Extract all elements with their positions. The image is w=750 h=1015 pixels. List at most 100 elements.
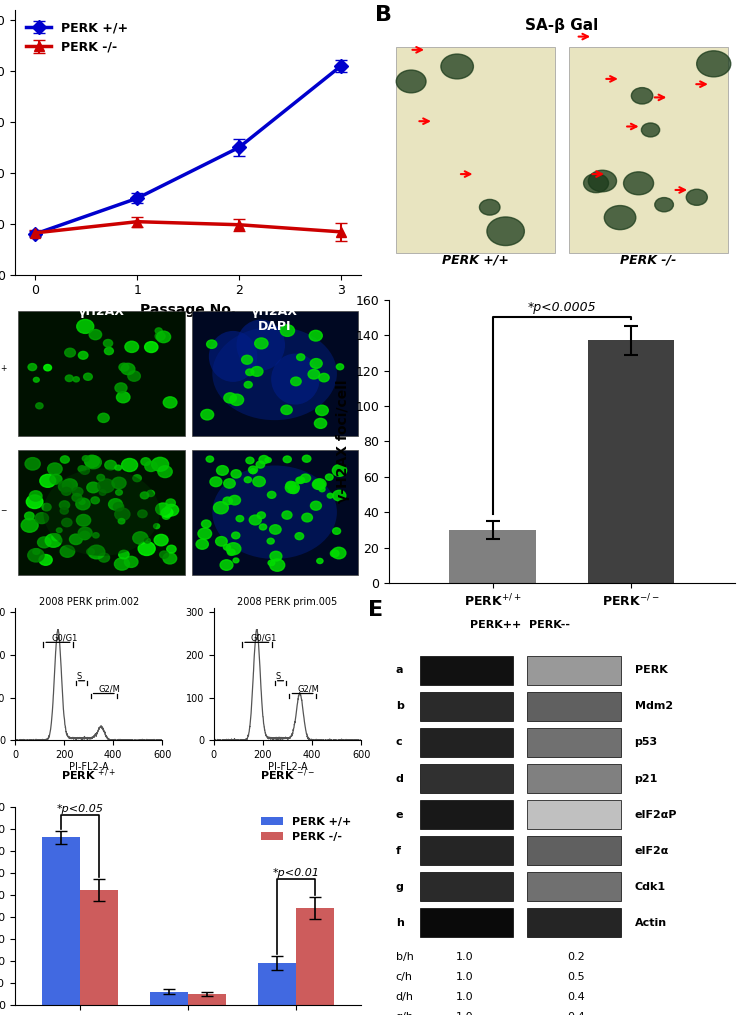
Circle shape bbox=[233, 558, 239, 562]
Circle shape bbox=[122, 459, 137, 472]
Text: c/h: c/h bbox=[396, 972, 412, 983]
Bar bbox=[527, 872, 621, 901]
Bar bbox=[420, 764, 514, 793]
Circle shape bbox=[224, 544, 230, 550]
Circle shape bbox=[35, 513, 49, 524]
Circle shape bbox=[166, 499, 176, 506]
Circle shape bbox=[255, 338, 268, 349]
Text: c: c bbox=[396, 738, 403, 747]
Circle shape bbox=[604, 206, 636, 229]
Circle shape bbox=[256, 461, 265, 468]
Circle shape bbox=[297, 354, 304, 360]
Ellipse shape bbox=[236, 320, 285, 370]
Circle shape bbox=[214, 501, 228, 514]
Circle shape bbox=[220, 560, 233, 570]
Bar bbox=[420, 872, 514, 901]
Ellipse shape bbox=[44, 469, 160, 556]
Circle shape bbox=[156, 503, 170, 515]
Circle shape bbox=[160, 551, 169, 558]
Text: B: B bbox=[375, 5, 392, 24]
Circle shape bbox=[314, 418, 327, 428]
Bar bbox=[420, 800, 514, 829]
Circle shape bbox=[260, 524, 267, 530]
Circle shape bbox=[60, 508, 68, 515]
Circle shape bbox=[98, 413, 109, 422]
Circle shape bbox=[87, 548, 94, 555]
Circle shape bbox=[64, 348, 76, 357]
Circle shape bbox=[44, 364, 52, 370]
Circle shape bbox=[319, 374, 329, 382]
Circle shape bbox=[327, 493, 333, 498]
Circle shape bbox=[313, 479, 326, 489]
Text: eIF2αP: eIF2αP bbox=[634, 810, 677, 820]
Title: 2008 PERK prim.002: 2008 PERK prim.002 bbox=[38, 598, 139, 607]
Y-axis label: γ-H2AX foci/cell: γ-H2AX foci/cell bbox=[336, 380, 350, 503]
Circle shape bbox=[133, 475, 141, 482]
Circle shape bbox=[161, 508, 173, 518]
Circle shape bbox=[85, 455, 100, 467]
Text: S: S bbox=[76, 672, 82, 681]
Circle shape bbox=[76, 498, 90, 510]
Circle shape bbox=[333, 490, 346, 501]
Circle shape bbox=[246, 368, 254, 376]
Circle shape bbox=[280, 325, 295, 336]
Circle shape bbox=[80, 467, 89, 474]
Circle shape bbox=[236, 516, 244, 522]
Circle shape bbox=[332, 465, 346, 476]
Circle shape bbox=[155, 328, 162, 334]
Text: 1.0: 1.0 bbox=[456, 1012, 474, 1015]
Text: PERK +/+: PERK +/+ bbox=[442, 254, 509, 267]
Circle shape bbox=[270, 551, 282, 561]
Circle shape bbox=[62, 487, 71, 495]
Circle shape bbox=[36, 403, 43, 409]
Circle shape bbox=[83, 374, 92, 381]
Circle shape bbox=[282, 511, 292, 519]
Title: 2008 PERK prim.005: 2008 PERK prim.005 bbox=[238, 598, 338, 607]
Bar bbox=[588, 340, 674, 583]
Circle shape bbox=[330, 550, 339, 557]
Circle shape bbox=[487, 217, 524, 246]
Circle shape bbox=[267, 538, 274, 544]
Circle shape bbox=[289, 485, 298, 493]
Circle shape bbox=[26, 495, 43, 509]
Bar bbox=[188, 994, 226, 1005]
Circle shape bbox=[138, 510, 147, 518]
Circle shape bbox=[268, 560, 274, 565]
Text: G0/G1: G0/G1 bbox=[52, 633, 78, 642]
Bar bbox=[527, 656, 621, 685]
Text: a: a bbox=[396, 665, 404, 675]
Bar bbox=[527, 836, 621, 865]
Circle shape bbox=[164, 397, 177, 408]
Bar bbox=[420, 836, 514, 865]
Ellipse shape bbox=[272, 353, 320, 405]
Circle shape bbox=[396, 70, 426, 92]
Circle shape bbox=[281, 405, 292, 414]
Circle shape bbox=[588, 171, 616, 192]
Circle shape bbox=[166, 545, 176, 553]
Text: PERK $^{+/+}$: PERK $^{+/+}$ bbox=[61, 767, 116, 784]
Circle shape bbox=[251, 366, 263, 377]
Circle shape bbox=[224, 393, 236, 403]
Circle shape bbox=[297, 477, 304, 483]
Circle shape bbox=[215, 537, 227, 546]
Circle shape bbox=[232, 532, 240, 539]
Circle shape bbox=[133, 532, 148, 544]
Circle shape bbox=[141, 458, 151, 466]
Ellipse shape bbox=[212, 466, 337, 559]
Circle shape bbox=[56, 528, 62, 533]
Circle shape bbox=[310, 501, 322, 511]
Text: 0.2: 0.2 bbox=[567, 952, 585, 962]
Circle shape bbox=[73, 377, 80, 382]
Circle shape bbox=[78, 527, 92, 539]
Circle shape bbox=[226, 543, 241, 555]
Circle shape bbox=[302, 456, 311, 462]
Circle shape bbox=[70, 534, 82, 545]
Text: γH2AX: γH2AX bbox=[78, 306, 125, 319]
Circle shape bbox=[246, 457, 254, 464]
Circle shape bbox=[29, 491, 42, 501]
Circle shape bbox=[244, 382, 252, 388]
Circle shape bbox=[124, 556, 138, 567]
Circle shape bbox=[332, 547, 346, 559]
Circle shape bbox=[313, 480, 325, 489]
Text: PERK$^{-/-}$: PERK$^{-/-}$ bbox=[0, 503, 8, 521]
